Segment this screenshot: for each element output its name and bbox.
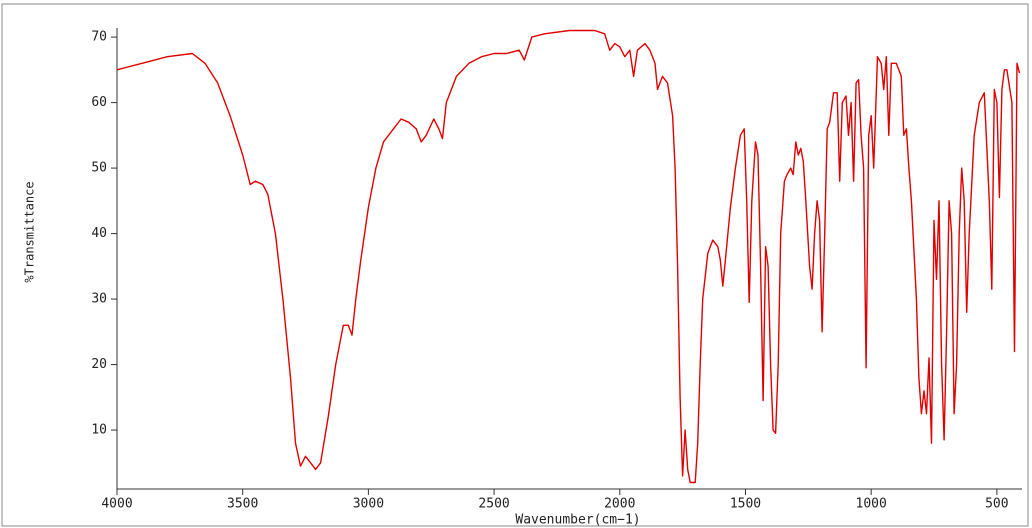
y-tick-label: 20 bbox=[91, 357, 107, 372]
y-tick-label: 10 bbox=[91, 423, 107, 438]
x-tick-label: 500 bbox=[985, 497, 1008, 512]
x-axis-label: Wavenumber(cm−1) bbox=[515, 513, 640, 528]
x-tick-label: 1500 bbox=[730, 497, 761, 512]
y-tick-label: 30 bbox=[91, 292, 107, 307]
frame bbox=[1, 3, 1029, 527]
spectrum-line bbox=[116, 29, 1021, 484]
y-tick-label: 70 bbox=[91, 30, 107, 45]
y-axis-label: %Transmittance bbox=[23, 181, 37, 282]
x-tick-label: 3000 bbox=[353, 497, 384, 512]
y-tick-label: 50 bbox=[91, 161, 107, 176]
x-tick-label: 2000 bbox=[604, 497, 635, 512]
y-tick-label: 60 bbox=[91, 95, 107, 110]
y-tick-label: 40 bbox=[91, 226, 107, 241]
x-tick-label: 1000 bbox=[856, 497, 887, 512]
x-tick-label: 4000 bbox=[101, 497, 132, 512]
x-tick-label: 2500 bbox=[478, 497, 509, 512]
x-tick-label: 3500 bbox=[227, 497, 258, 512]
